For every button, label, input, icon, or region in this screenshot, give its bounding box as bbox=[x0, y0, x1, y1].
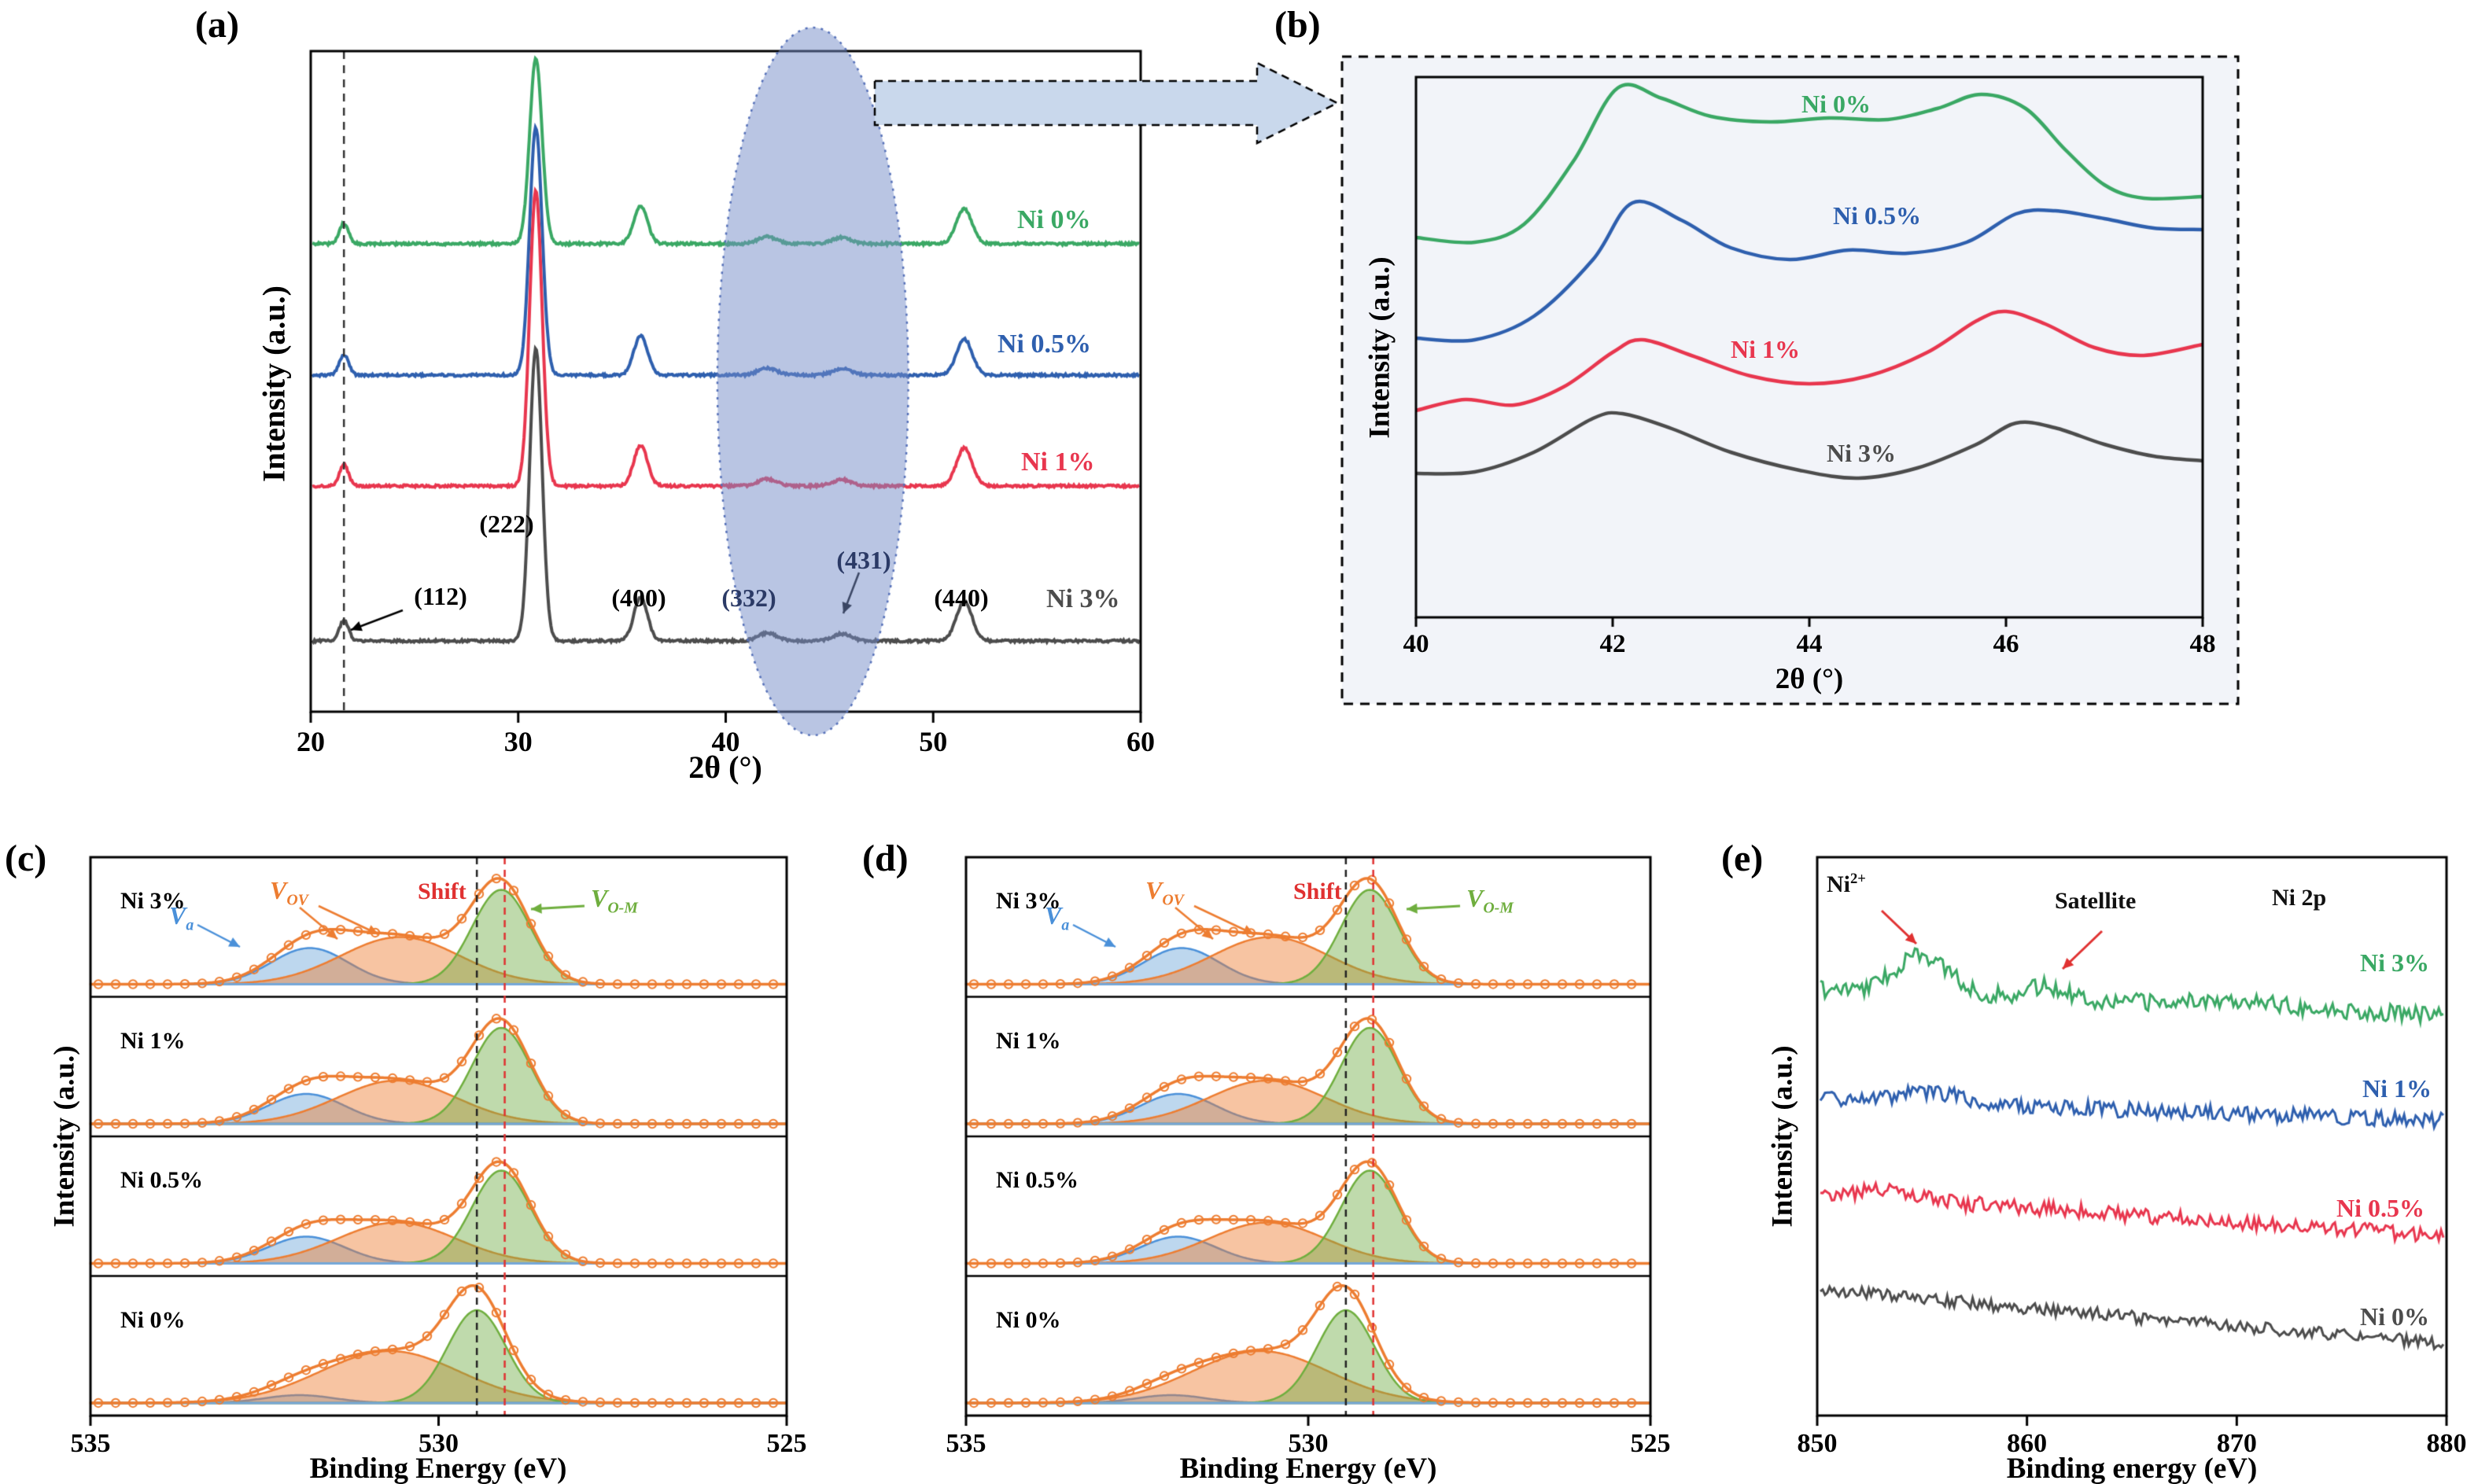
panel-e-series-label: Ni 0% bbox=[2360, 1302, 2429, 1331]
panel-e-letter: (e) bbox=[1721, 838, 1764, 879]
panel-e-series-label: Ni 0.5% bbox=[2336, 1194, 2425, 1222]
panel-b-tick-label: 46 bbox=[1993, 630, 2019, 658]
panel-a-tick-label: 20 bbox=[297, 726, 325, 757]
xrd-peak-label: (400) bbox=[611, 584, 666, 612]
panel-e-yaxis-label: Intensity (a.u.) bbox=[1766, 1045, 1799, 1228]
xrd-peak-label: (112) bbox=[414, 582, 467, 610]
xrd-peak-label: (332) bbox=[721, 584, 776, 612]
panel-a-series-label: Ni 0% bbox=[1017, 205, 1091, 234]
panel-e-tick-label: 850 bbox=[1797, 1429, 1838, 1458]
panel-b-yaxis-label: Intensity (a.u.) bbox=[1363, 256, 1396, 439]
xrd-peak-label: (431) bbox=[836, 546, 891, 574]
panel-d-row-label: Ni 0.5% bbox=[996, 1167, 1079, 1193]
panel-c-letter: (c) bbox=[5, 838, 47, 879]
panel-b-tick-label: 42 bbox=[1599, 630, 1626, 658]
panel-c-row-label: Ni 0.5% bbox=[120, 1167, 203, 1193]
panel-d-letter: (d) bbox=[862, 838, 909, 879]
panel-e-annotation: Satellite bbox=[2055, 888, 2137, 914]
panel-e-series-label: Ni 3% bbox=[2360, 948, 2429, 977]
panel-c-yaxis-label: Intensity (a.u.) bbox=[48, 1045, 81, 1228]
panel-e-tick-label: 870 bbox=[2216, 1429, 2257, 1458]
panel-a-series-label: Ni 0.5% bbox=[997, 330, 1091, 359]
panel-d-row-label: Ni 1% bbox=[996, 1027, 1061, 1054]
panel-c-tick-label: 525 bbox=[766, 1429, 807, 1458]
panel-b-letter: (b) bbox=[1274, 4, 1321, 46]
panel-c-tick-label: 535 bbox=[70, 1429, 111, 1458]
panel-c-row-label: Ni 0% bbox=[120, 1306, 186, 1333]
panel-a-xaxis-label: 2θ (°) bbox=[688, 749, 762, 785]
panel-c-row-label: Ni 3% bbox=[120, 888, 186, 914]
panel-e-xaxis-label: Binding energy (eV) bbox=[2006, 1453, 2258, 1484]
shift-label: Shift bbox=[418, 878, 466, 904]
panel-b-tick-label: 48 bbox=[2189, 630, 2216, 658]
panel-b-xaxis-label: 2θ (°) bbox=[1775, 663, 1844, 695]
panel-b-series-label: Ni 0.5% bbox=[1833, 201, 1921, 230]
panel-b-tick-label: 40 bbox=[1403, 630, 1429, 658]
panel-e-tick-label: 880 bbox=[2426, 1429, 2467, 1458]
panel-b-series-label: Ni 1% bbox=[1731, 335, 1800, 363]
panel-b-tick-label: 44 bbox=[1796, 630, 1823, 658]
panel-d-tick-label: 525 bbox=[1630, 1429, 1671, 1458]
panel-e-annotation: Ni 2p bbox=[2272, 885, 2327, 911]
panel-a-yaxis-label: Intensity (a.u.) bbox=[256, 285, 292, 483]
panel-d-xaxis-label: Binding Energy (eV) bbox=[1179, 1453, 1437, 1484]
panel-a-tick-label: 50 bbox=[919, 726, 948, 757]
panel-e-annotation: Ni2+ bbox=[1827, 871, 1866, 897]
panel-d-tick-label: 530 bbox=[1288, 1429, 1329, 1458]
panel-d-row-label: Ni 3% bbox=[996, 888, 1061, 914]
panel-d-row-label: Ni 0% bbox=[996, 1306, 1061, 1333]
panel-b-series-label: Ni 3% bbox=[1827, 439, 1896, 467]
va-label: Va bbox=[1045, 901, 1070, 934]
shift-label: Shift bbox=[1293, 878, 1342, 904]
panel-a-tick-label: 40 bbox=[711, 726, 740, 757]
vov-label: VOV bbox=[270, 876, 308, 909]
panel-e-series-label: Ni 1% bbox=[2362, 1074, 2432, 1103]
vom-label: VO-M bbox=[1466, 884, 1514, 917]
panel-d-tick-label: 535 bbox=[946, 1429, 986, 1458]
panel-a-letter: (a) bbox=[195, 4, 239, 46]
panel-e-tick-label: 860 bbox=[2007, 1429, 2048, 1458]
xrd-peak-label: (440) bbox=[934, 584, 989, 612]
xrd-peak-label: (222) bbox=[479, 510, 534, 538]
panel-a-tick-label: 30 bbox=[503, 726, 533, 757]
va-label: Va bbox=[169, 901, 194, 934]
panel-a-tick-label: 60 bbox=[1127, 726, 1155, 757]
panel-b-series-label: Ni 0% bbox=[1801, 90, 1871, 118]
panel-c-row-label: Ni 1% bbox=[120, 1027, 186, 1054]
panel-c-tick-label: 530 bbox=[419, 1429, 459, 1458]
vom-label: VO-M bbox=[591, 884, 638, 917]
panel-c-xaxis-label: Binding Energy (eV) bbox=[309, 1453, 567, 1484]
panel-a-series-label: Ni 3% bbox=[1046, 584, 1120, 613]
panel-a-series-label: Ni 1% bbox=[1021, 447, 1095, 477]
vov-label: VOV bbox=[1145, 876, 1184, 909]
